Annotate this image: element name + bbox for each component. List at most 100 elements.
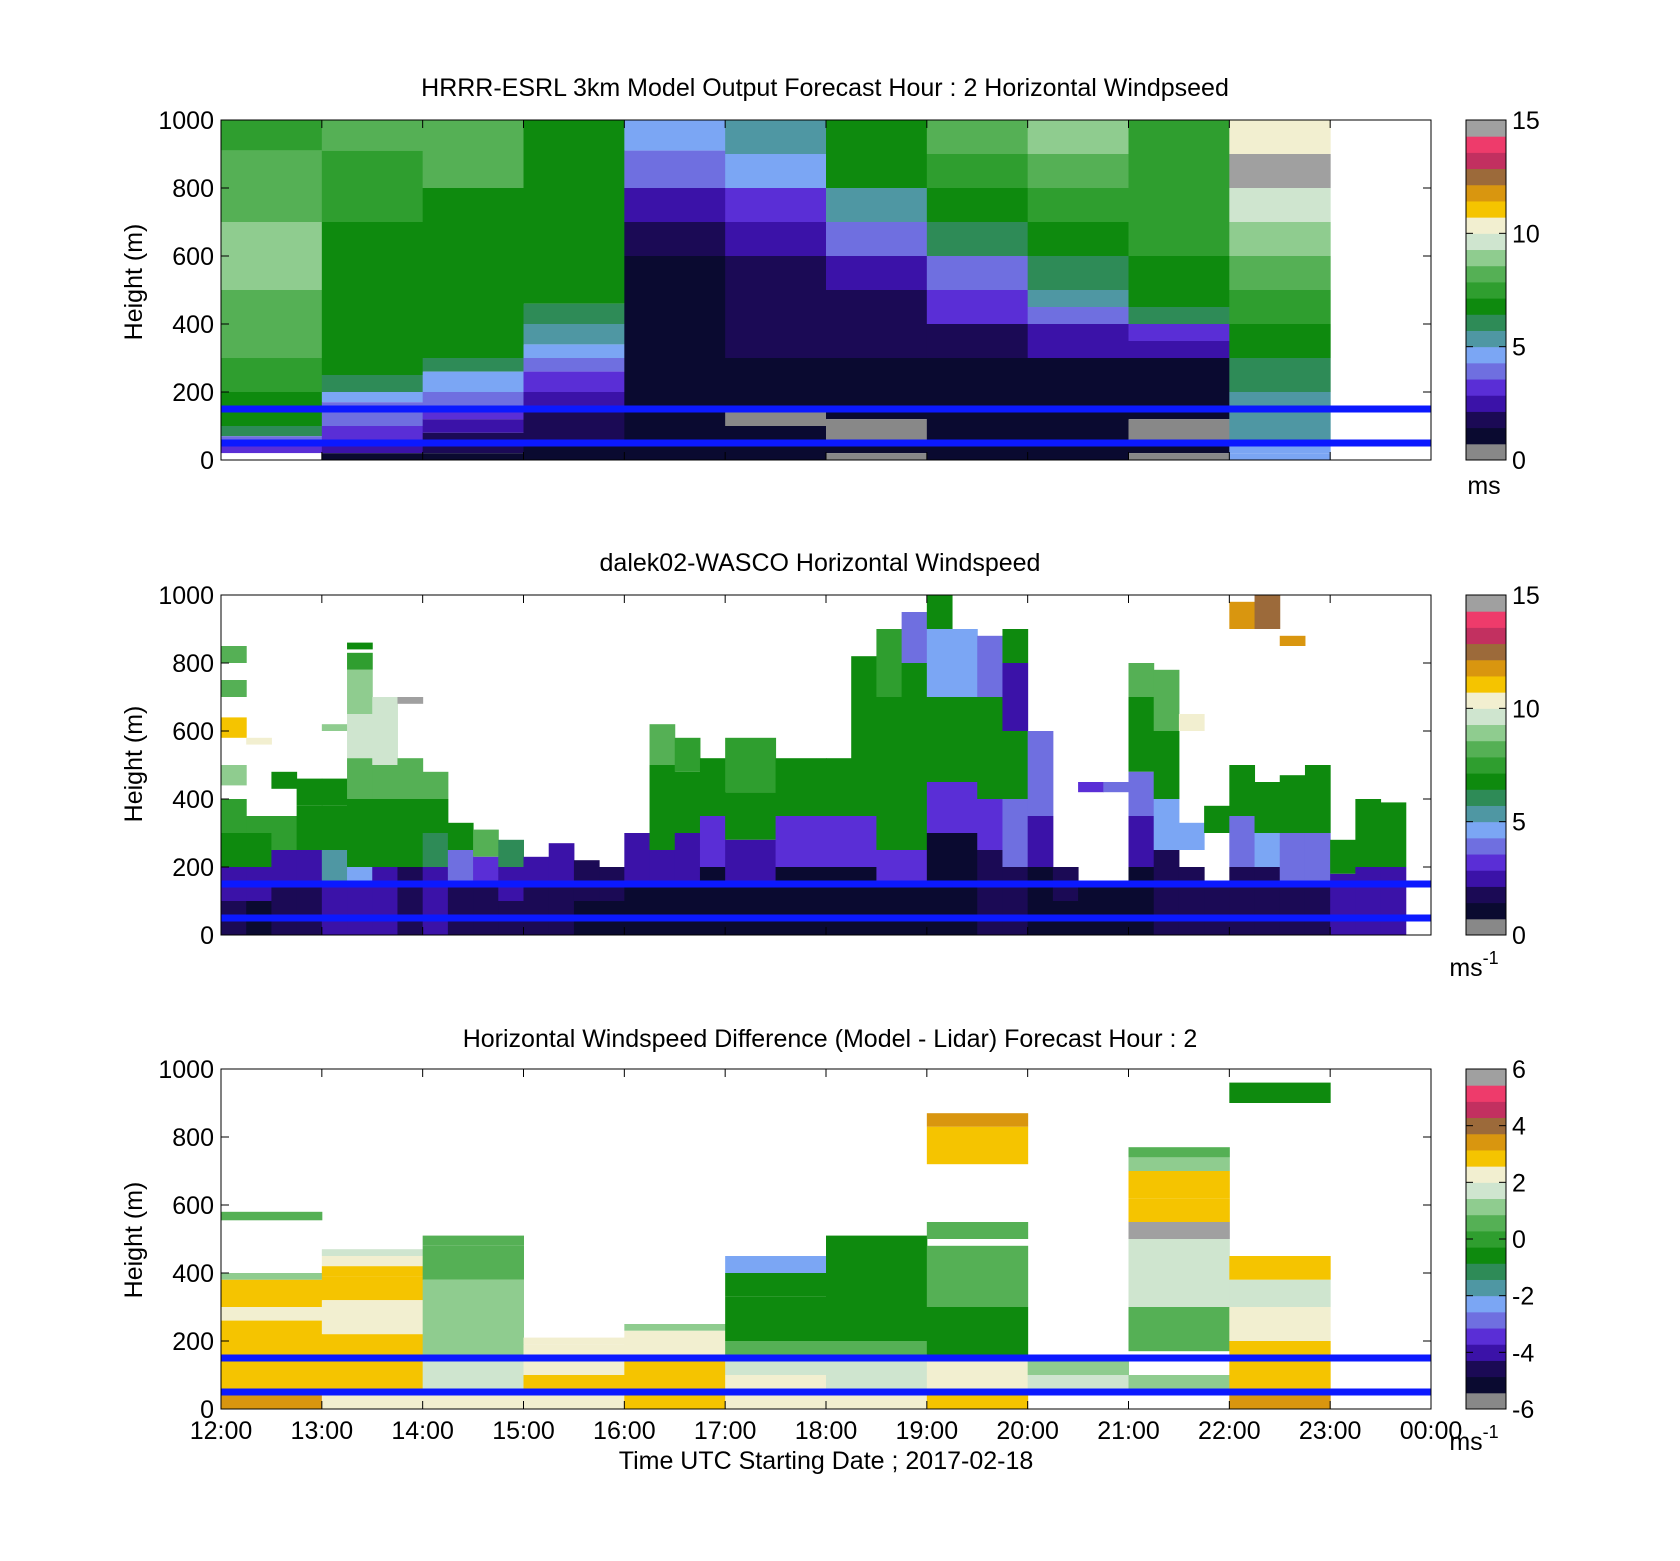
- heatmap-cell: [624, 120, 726, 151]
- heatmap-cell: [826, 1341, 928, 1358]
- x-ticks: [220, 595, 1432, 935]
- heatmap-cell: [1128, 1171, 1230, 1199]
- y-tick-label: 800: [172, 1124, 214, 1152]
- colorbar-swatch: [1466, 740, 1506, 758]
- heatmap-cell: [321, 1358, 424, 1389]
- heatmap-cell: [775, 867, 827, 935]
- heatmap-cell: [321, 412, 424, 426]
- heatmap-cell: [1229, 188, 1331, 222]
- colorbar-swatch: [1466, 346, 1506, 364]
- heatmap-cell: [926, 1126, 1029, 1165]
- heatmap-cell: [523, 222, 625, 304]
- colorbar: -6 -4 -2 0 2 4 6: [1465, 1056, 1534, 1424]
- heatmap-cell: [1229, 222, 1331, 256]
- heatmap-cell: [447, 850, 474, 884]
- heatmap-cell: [422, 867, 449, 935]
- x-tick-label: 19:00: [896, 1417, 959, 1445]
- heatmap-cell: [725, 222, 827, 256]
- colorbar-swatch: [1466, 773, 1506, 790]
- heatmap-cell: [1229, 358, 1331, 375]
- heatmap-cell: [926, 1245, 1029, 1273]
- heatmap-cell: [1229, 154, 1331, 188]
- heatmap-cell: [321, 778, 348, 806]
- colorbar-tick-label: -2: [1512, 1283, 1534, 1311]
- heatmap-cell: [1027, 731, 1054, 816]
- heatmap-cell: [826, 154, 928, 188]
- heatmap-cell: [1153, 669, 1180, 731]
- heatmap-cell: [271, 850, 298, 884]
- heatmap-cell: [1027, 816, 1054, 867]
- heatmap-cell: [674, 833, 701, 884]
- heatmap-cell: [221, 290, 323, 324]
- heatmap-cell: [1204, 805, 1230, 833]
- heatmap-cell: [926, 1273, 1029, 1307]
- heatmap-cell: [1229, 453, 1331, 460]
- heatmap-cell: [422, 446, 524, 454]
- heatmap-cell: [473, 856, 499, 884]
- heatmap-cell: [926, 222, 1029, 256]
- heatmap-cell: [1027, 358, 1129, 426]
- heatmap-cell: [221, 120, 323, 151]
- heatmap-cell: [926, 1307, 1029, 1358]
- colorbar-swatch: [1466, 1247, 1506, 1264]
- heatmap-cell: [851, 656, 877, 731]
- heatmap-cell: [1229, 867, 1256, 935]
- heatmap-cell: [775, 816, 827, 867]
- heatmap-cell: [372, 867, 398, 935]
- panel-difference: Horizontal Windspeed Difference (Model -…: [120, 1025, 1534, 1475]
- reference-lines: [221, 880, 1431, 922]
- x-tick-label: 20:00: [996, 1417, 1059, 1445]
- heatmap-cell: [523, 1337, 625, 1345]
- heatmap-cell: [523, 303, 625, 324]
- colorbar-swatch: [1466, 120, 1506, 137]
- colorbar-swatch: [1466, 217, 1506, 234]
- heatmap-cell: [523, 1392, 625, 1409]
- heatmap-cell: [422, 1279, 524, 1324]
- heatmap-cell: [1128, 341, 1230, 358]
- colorbar-swatch: [1466, 595, 1506, 612]
- heatmap-cell: [422, 324, 524, 358]
- heatmap-cell: [523, 1375, 625, 1392]
- heatmap-cell: [1229, 409, 1331, 443]
- y-tick-label: 200: [172, 854, 214, 882]
- heatmap-cell: [523, 392, 625, 406]
- heatmap-cell: [1204, 884, 1230, 935]
- heatmap-cell: [649, 799, 676, 850]
- y-ticks: 0 200 400 600 800 1000: [158, 582, 1431, 950]
- colorbar-frame: [1465, 119, 1507, 461]
- heatmap-cell: [1229, 1256, 1331, 1280]
- heatmap-cell: [1229, 120, 1331, 154]
- heatmap-cell: [725, 1256, 827, 1273]
- heatmap-cell: [826, 453, 928, 460]
- heatmap-cell: [1330, 839, 1356, 874]
- heatmap-cell: [221, 1279, 323, 1307]
- heatmap-cell: [1229, 1082, 1331, 1103]
- colorbar-swatch: [1466, 1117, 1506, 1135]
- heatmap-cell: [422, 120, 524, 188]
- heatmap-cell: [246, 816, 272, 833]
- heatmap-cell: [725, 1358, 827, 1375]
- heatmap-cell: [1128, 1307, 1230, 1352]
- heatmap-cell: [624, 188, 726, 222]
- heatmap-cell: [221, 1307, 323, 1321]
- heatmap-cell: [296, 850, 323, 884]
- heatmap-cell: [926, 1222, 1029, 1239]
- heatmap-cell: [926, 595, 953, 629]
- panel-model: HRRR-ESRL 3km Model Output Forecast Hour…: [120, 74, 1540, 500]
- colorbar-swatch: [1466, 1311, 1506, 1329]
- heatmap-cell: [926, 120, 1029, 154]
- heatmap-cell: [624, 222, 726, 256]
- colorbar-swatch: [1466, 854, 1506, 871]
- colorbar-tick-label: 10: [1512, 220, 1540, 248]
- heatmap-cell: [321, 805, 348, 850]
- heatmap-cell: [624, 290, 726, 358]
- heatmap-cell: [347, 714, 373, 759]
- heatmap-cell: [624, 1330, 726, 1355]
- colorbar-swatch: [1466, 1279, 1506, 1297]
- heatmap-cell: [523, 856, 550, 884]
- heatmap-cell: [699, 758, 726, 816]
- colorbar-swatch: [1466, 902, 1506, 920]
- heatmap-cell: [876, 765, 903, 850]
- heatmap-cell: [977, 697, 1003, 799]
- heatmap-cell: [1027, 324, 1129, 358]
